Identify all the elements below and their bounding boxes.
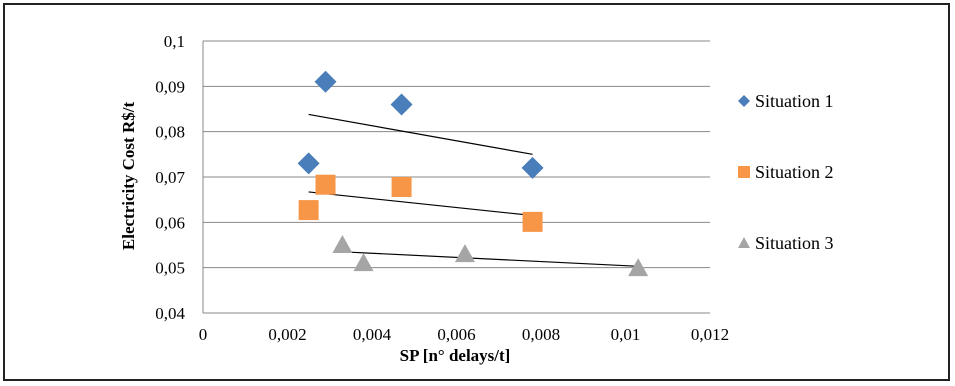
x-tick-label: 0,006 (437, 325, 475, 344)
legend-item: Situation 1 (738, 91, 834, 111)
square-point (391, 176, 412, 197)
x-tick-label: 0,012 (691, 325, 729, 344)
y-tick-label: 0,05 (155, 259, 185, 278)
square-point (315, 174, 336, 195)
x-tick-label: 0,004 (353, 325, 392, 344)
diamond-point (521, 156, 544, 179)
square-point (298, 200, 319, 221)
legend-item: Situation 2 (738, 162, 834, 182)
square-point (522, 211, 543, 232)
trendline (342, 251, 639, 267)
data-points (297, 70, 649, 277)
x-axis-title: SP [n° delays/t] (400, 346, 511, 365)
x-tick-label: 0,01 (611, 325, 641, 344)
x-tick-label: 0,002 (268, 325, 306, 344)
x-tick-label: 0,008 (522, 325, 560, 344)
triangle-point (332, 235, 353, 253)
triangle-point (353, 253, 374, 272)
y-tick-label: 0,07 (155, 168, 185, 187)
triangle-point (628, 258, 649, 277)
legend-label: Situation 2 (755, 162, 834, 182)
y-tick-labels: 0,04 0,05 0,06 0,07 0,08 0,09 0,1 (155, 32, 185, 323)
legend-label: Situation 1 (755, 91, 834, 111)
diamond-point (314, 70, 337, 93)
legend: Situation 1 Situation 2 Situation 3 (738, 91, 834, 253)
y-tick-label: 0,04 (155, 304, 185, 323)
y-tick-label: 0,06 (155, 213, 185, 232)
y-tick-label: 0,08 (155, 123, 185, 142)
legend-diamond-marker (738, 95, 750, 107)
y-tick-label: 0,1 (164, 32, 185, 51)
legend-item: Situation 3 (738, 233, 834, 253)
trendlines (308, 113, 639, 267)
chart-frame (3, 3, 950, 381)
grid-lines (203, 40, 710, 269)
legend-triangle-marker (738, 237, 750, 248)
diamond-point (390, 93, 413, 116)
x-tick-labels: 0 0,002 0,004 0,006 0,008 0,01 0,012 (199, 325, 729, 344)
x-tick-label: 0 (199, 325, 208, 344)
triangle-point (454, 244, 475, 263)
diamond-point (297, 152, 320, 175)
y-tick-label: 0,09 (155, 77, 185, 96)
trendline (308, 113, 533, 155)
legend-label: Situation 3 (755, 233, 834, 253)
trendline (308, 191, 533, 217)
y-axis-title: Electricity Cost R$/t (119, 102, 138, 251)
legend-square-marker (738, 166, 750, 178)
